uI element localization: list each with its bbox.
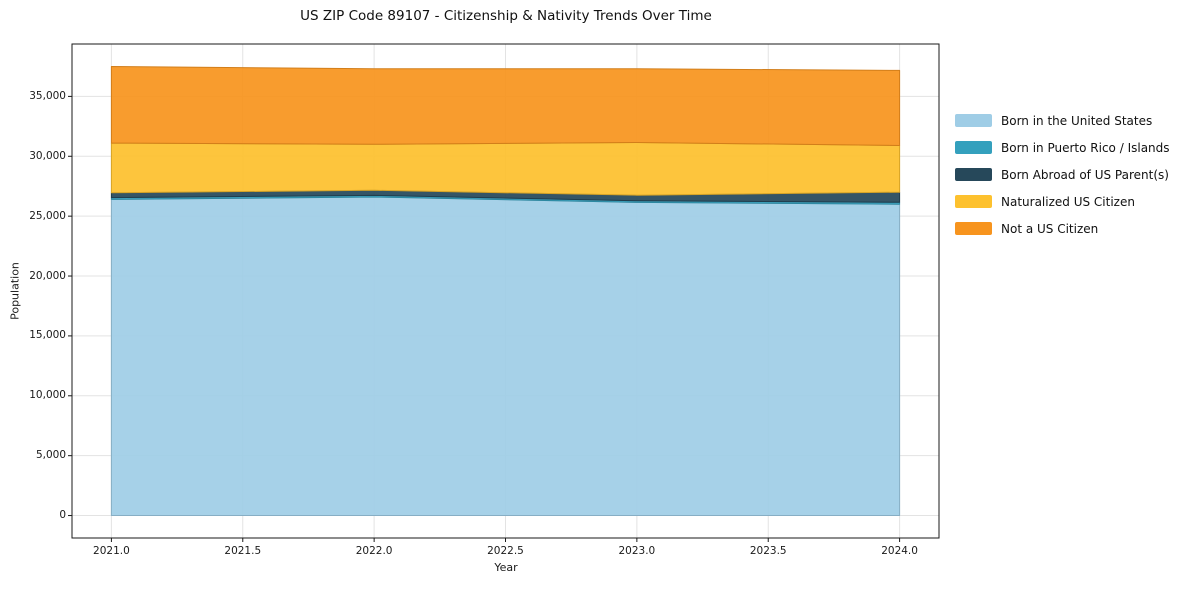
x-tick-label: 2023.5	[749, 545, 787, 557]
x-tick-label: 2023.0	[618, 545, 656, 557]
y-tick-label: 0	[59, 509, 66, 522]
legend-item: Born in the United States	[955, 107, 1170, 134]
legend: Born in the United States Born in Puerto …	[955, 107, 1170, 242]
legend-item: Born Abroad of US Parent(s)	[955, 161, 1170, 188]
y-tick-label: 35,000	[29, 89, 66, 102]
x-axis-label: Year	[494, 561, 518, 574]
legend-item: Naturalized US Citizen	[955, 188, 1170, 215]
area-band	[110, 142, 901, 196]
legend-item: Born in Puerto Rico / Islands	[955, 134, 1170, 161]
legend-label: Not a US Citizen	[1001, 221, 1099, 236]
legend-item: Not a US Citizen	[955, 215, 1170, 242]
y-tick-label: 10,000	[29, 389, 66, 402]
x-tick-label: 2022.0	[355, 545, 393, 557]
y-tick-label: 15,000	[29, 329, 66, 342]
x-tick-label: 2024.0	[881, 545, 918, 557]
x-tick-label: 2021.0	[93, 545, 130, 557]
chart-title: US ZIP Code 89107 - Citizenship & Nativi…	[300, 8, 712, 24]
legend-swatch	[955, 168, 992, 181]
legend-label: Naturalized US Citizen	[1001, 194, 1135, 209]
legend-label: Born in the United States	[1001, 113, 1153, 128]
y-tick-label: 30,000	[29, 149, 66, 162]
x-tick-label: 2021.5	[224, 545, 262, 557]
y-tick-label: 20,000	[29, 269, 66, 282]
legend-swatch	[955, 114, 992, 127]
area-band	[110, 196, 901, 516]
x-tick-label: 2022.5	[487, 545, 524, 557]
legend-swatch	[955, 195, 992, 208]
legend-label: Born Abroad of US Parent(s)	[1001, 167, 1169, 182]
y-tick-label: 25,000	[29, 209, 66, 222]
legend-label: Born in Puerto Rico / Islands	[1001, 140, 1170, 155]
legend-swatch	[955, 222, 992, 235]
y-tick-label: 5,000	[35, 449, 66, 462]
area-band	[110, 66, 901, 146]
legend-swatch	[955, 141, 992, 154]
